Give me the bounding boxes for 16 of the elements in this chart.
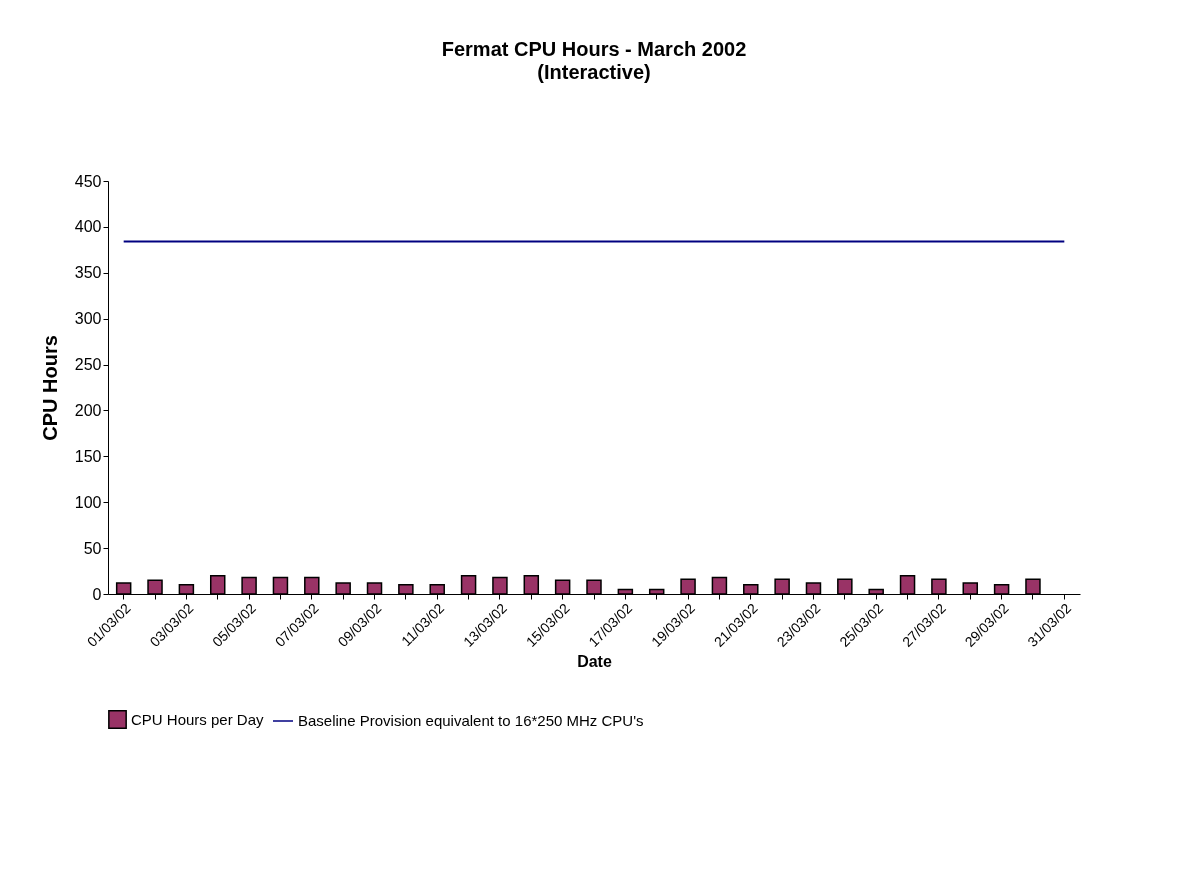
x-axis-title: Date [577, 652, 612, 670]
y-tick-label: 200 [74, 401, 102, 419]
y-tick-label: 0 [92, 585, 102, 603]
chart-subtitle: (Interactive) [537, 61, 651, 83]
legend-label: CPU Hours per Day [131, 710, 265, 728]
y-tick-label: 250 [74, 356, 102, 374]
y-axis-title: CPU Hours [38, 335, 61, 441]
chart-title: Fermat CPU Hours - March 2002 [441, 38, 747, 60]
y-tick-label: 100 [74, 493, 102, 511]
y-tick-label: 300 [74, 310, 102, 328]
y-tick-label: 450 [74, 172, 102, 190]
y-tick-label: 400 [74, 218, 102, 236]
legend-label: Baseline Provision equivalent to 16*250 MHz CPU's [298, 712, 644, 729]
y-tick-label: 50 [83, 539, 102, 557]
y-tick-label: 150 [74, 447, 102, 465]
y-tick-label: 350 [74, 264, 102, 282]
